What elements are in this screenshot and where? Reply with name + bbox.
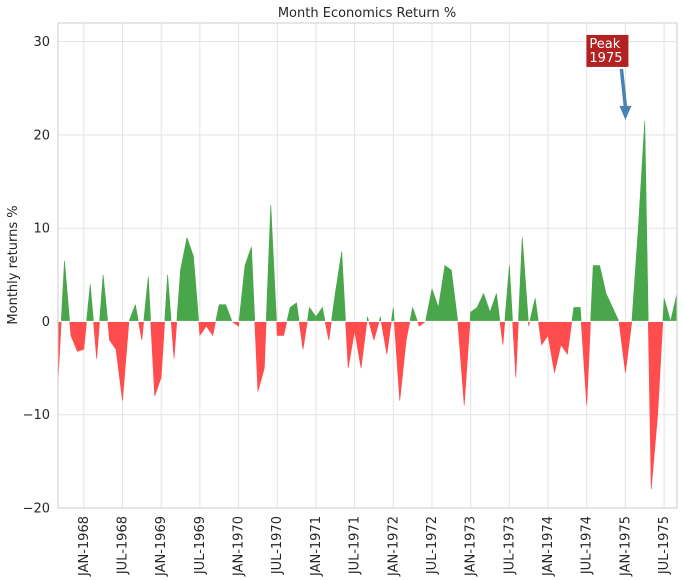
- x-tick-label: JAN-1972: [386, 516, 401, 577]
- x-tick-label: JAN-1969: [154, 516, 169, 577]
- x-tick-label: JAN-1970: [232, 516, 247, 577]
- x-tick-label: JUL-1971: [348, 516, 363, 575]
- x-tick-label: JUL-1969: [193, 516, 208, 575]
- x-tick-label: JUL-1972: [425, 516, 440, 575]
- grid: [58, 23, 677, 509]
- annotation-box: [586, 34, 629, 67]
- annotation-arrow-head: [619, 105, 632, 120]
- x-tick-label: JUL-1974: [580, 516, 595, 575]
- x-tick-label: JUL-1968: [115, 516, 130, 575]
- annotation-text: Peak: [589, 37, 620, 52]
- negative-return-area: [57, 321, 664, 490]
- y-tick-label: −10: [23, 408, 50, 423]
- y-tick-label: 0: [42, 315, 50, 330]
- x-tick-label: JUL-1975: [657, 516, 672, 575]
- x-tick-label: JAN-1968: [77, 516, 92, 577]
- x-tick-label: JAN-1974: [541, 516, 556, 577]
- y-tick-label: 30: [33, 35, 50, 50]
- plot-frame: [57, 22, 678, 509]
- x-tick-label: JAN-1975: [618, 516, 633, 577]
- y-tick-label: −20: [23, 502, 50, 517]
- y-tick-label: 20: [33, 128, 50, 143]
- x-axis-ticks: JAN-1968 JUL-1968 JAN-1969 JUL-1969 JAN-1970…: [77, 516, 672, 577]
- positive-return-area: [60, 120, 678, 322]
- area-series: [57, 120, 678, 490]
- y-axis-label: Monthly returns %: [6, 205, 21, 324]
- y-tick-label: 10: [33, 222, 50, 237]
- chart-title: Month Economics Return %: [278, 6, 456, 21]
- x-tick-label: JAN-1973: [464, 516, 479, 577]
- x-tick-label: JUL-1970: [270, 516, 285, 575]
- annotation-text: 1975: [589, 51, 622, 66]
- y-axis-ticks: −20 −10 0 10 20 30: [23, 35, 50, 516]
- annotation-arrow-shaft: [619, 68, 628, 108]
- x-tick-label: JAN-1971: [309, 516, 324, 577]
- x-tick-label: JUL-1973: [502, 516, 517, 575]
